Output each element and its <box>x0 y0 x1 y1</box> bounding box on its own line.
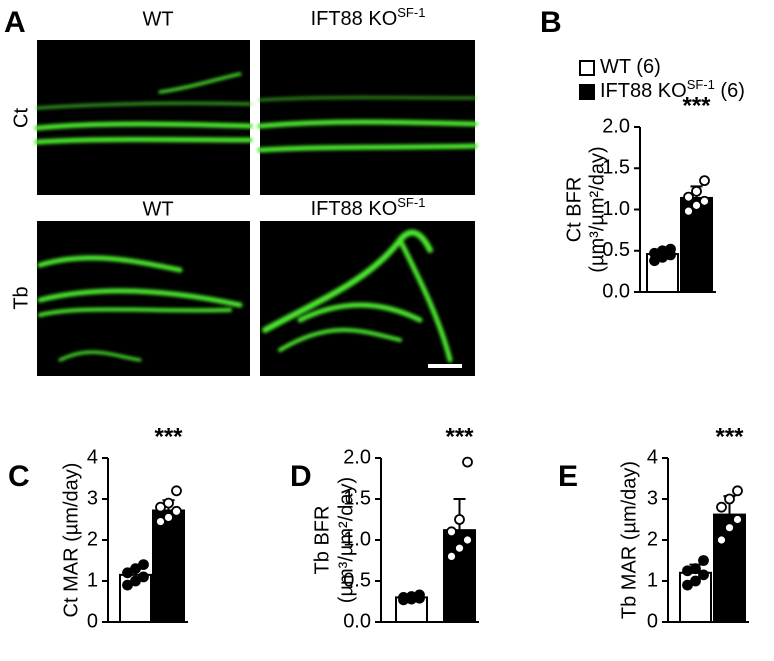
image-label: IFT88 KOSF-1 <box>311 195 426 220</box>
legend-label: WT (6) <box>600 56 661 78</box>
row-label: Ct <box>10 108 32 128</box>
y-tick-label: 2 <box>87 528 98 550</box>
data-point <box>665 243 676 255</box>
data-point <box>462 534 473 546</box>
data-point <box>732 514 743 525</box>
data-point <box>698 569 709 581</box>
panel-letter: C <box>8 460 30 493</box>
y-tick-label: 0.0 <box>343 610 371 632</box>
bar <box>152 509 185 624</box>
micrograph <box>34 40 253 195</box>
data-point <box>163 497 174 509</box>
y-tick-label: 4 <box>647 446 658 468</box>
data-point <box>454 514 465 525</box>
y-tick-label: 1 <box>647 569 658 591</box>
y-tick-label: 2.0 <box>343 446 371 468</box>
legend-suffix: (6) <box>715 80 745 102</box>
panel-letter: D <box>290 460 312 493</box>
micrograph <box>257 40 478 195</box>
image-label: WT <box>142 8 173 30</box>
significance: *** <box>445 423 474 450</box>
y-tick-label: 0.5 <box>602 239 630 261</box>
y-tick-label: 3 <box>647 487 658 509</box>
bar <box>443 529 476 623</box>
significance: *** <box>715 423 744 450</box>
data-point <box>724 522 735 534</box>
data-point <box>163 512 174 523</box>
significance: *** <box>682 92 711 119</box>
bar <box>713 513 746 624</box>
data-point <box>732 485 743 497</box>
y-tick-label: 0 <box>87 610 98 632</box>
data-point <box>699 195 710 207</box>
panel-letter: E <box>558 460 578 493</box>
data-point <box>683 191 694 203</box>
y-tick-label: 4 <box>87 446 98 468</box>
y-tick-label: 0.5 <box>343 569 371 591</box>
y-tick-label: 2.0 <box>602 115 630 137</box>
y-tick-label: 1.0 <box>602 198 630 220</box>
data-point <box>171 485 182 497</box>
row-label: Tb <box>10 286 32 309</box>
data-point <box>690 575 701 587</box>
y-tick-label: 1 <box>87 569 98 591</box>
data-point <box>683 205 694 217</box>
data-point <box>138 559 149 570</box>
y-tick-label: 0.0 <box>602 280 630 302</box>
panel-letter: A <box>4 6 26 39</box>
data-point <box>698 555 709 566</box>
panel-letter: B <box>540 6 562 39</box>
significance: *** <box>154 423 183 450</box>
y-axis-label: Tb BFR <box>311 506 333 575</box>
data-point <box>414 589 425 601</box>
data-point <box>446 551 457 562</box>
data-point <box>690 563 701 575</box>
image-label: IFT88 KOSF-1 <box>311 5 426 30</box>
data-point <box>138 571 149 583</box>
legend-swatch <box>579 60 595 76</box>
micrograph <box>260 221 475 376</box>
y-axis-label: Ct BFR <box>563 177 585 243</box>
y-axis-label: (µm³/µm²/day) <box>335 477 357 603</box>
data-point <box>691 199 702 211</box>
image-label: WT <box>142 198 173 220</box>
y-tick-label: 0 <box>647 610 658 632</box>
micrograph <box>37 221 250 376</box>
y-tick-label: 3 <box>87 487 98 509</box>
legend-sup: SF-1 <box>687 77 715 92</box>
y-tick-label: 2 <box>647 528 658 550</box>
data-point <box>454 542 465 554</box>
legend-label: IFT88 KOSF-1 (6) <box>600 77 745 102</box>
y-axis-label: (µm³/µm²/day) <box>586 146 608 272</box>
data-point <box>462 456 473 468</box>
data-point <box>724 493 735 505</box>
y-axis-label: Ct MAR (µm/day) <box>60 463 82 618</box>
data-point <box>716 534 727 546</box>
data-point <box>716 501 727 513</box>
data-point <box>691 185 702 197</box>
legend-name: IFT88 KO <box>600 80 687 102</box>
y-tick-label: 1.5 <box>343 487 371 509</box>
data-point <box>171 505 182 517</box>
y-tick-label: 1.5 <box>602 157 630 179</box>
legend-name: WT (6) <box>600 56 661 78</box>
y-tick-label: 1.0 <box>343 528 371 550</box>
legend-swatch <box>579 84 595 100</box>
data-point <box>699 175 710 187</box>
data-point <box>446 526 457 538</box>
y-axis-label: Tb MAR (µm/day) <box>618 461 640 619</box>
